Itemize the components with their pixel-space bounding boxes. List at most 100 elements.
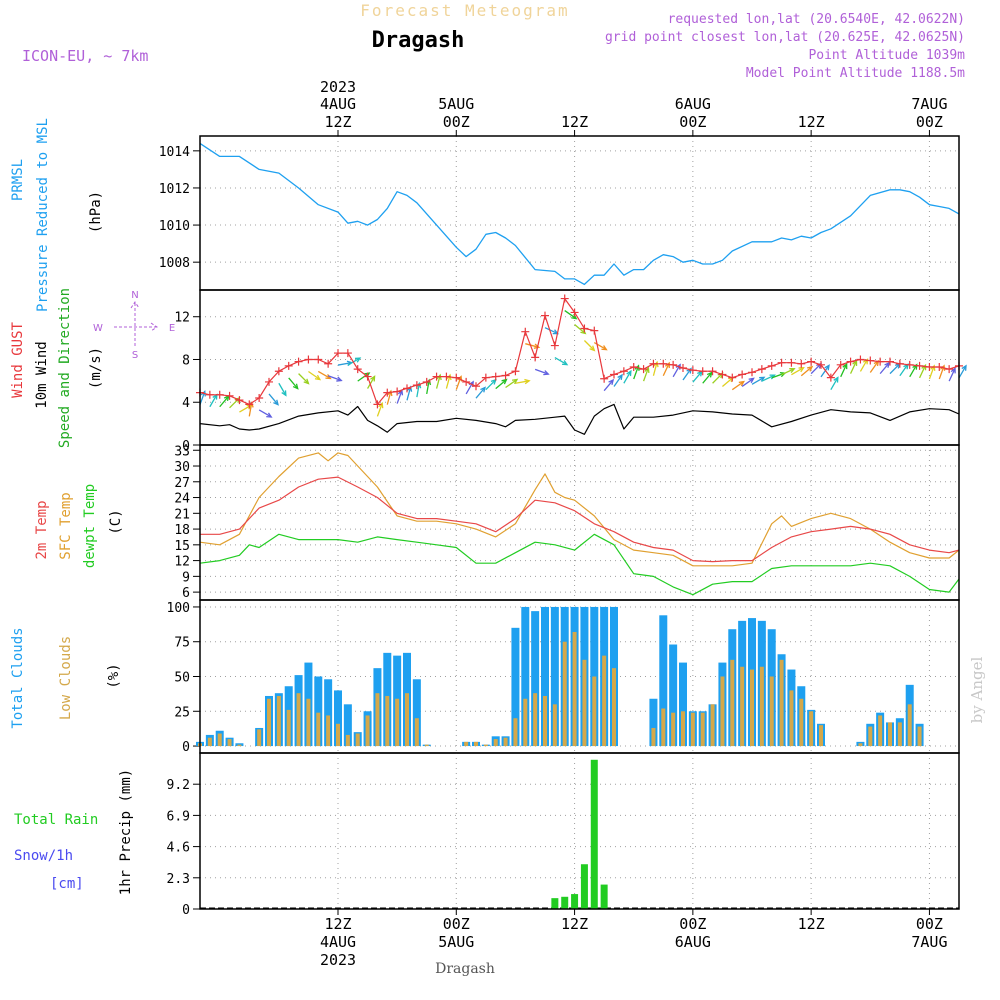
low-cloud-bar bbox=[671, 712, 676, 747]
gust-marker bbox=[836, 360, 845, 369]
low-cloud-bar bbox=[779, 659, 784, 747]
wind-arrow-head bbox=[524, 378, 531, 385]
wind-arrow bbox=[485, 378, 497, 391]
gust-marker bbox=[570, 308, 579, 317]
wind-speed-dir-label: Speed and Direction bbox=[57, 288, 73, 448]
wind-arrow-head bbox=[634, 364, 640, 371]
gust-marker bbox=[531, 353, 540, 362]
wind-arrow-shaft bbox=[386, 390, 392, 405]
total-clouds-label: Total Clouds bbox=[10, 627, 26, 728]
wind-arrow-shaft bbox=[702, 372, 713, 384]
wind-arrow bbox=[308, 370, 322, 381]
gust-marker bbox=[274, 367, 283, 376]
gust-marker bbox=[511, 367, 520, 376]
wind-arrow bbox=[859, 358, 869, 372]
gust-marker bbox=[688, 366, 697, 375]
precip-bar bbox=[571, 894, 579, 909]
cloud-bars bbox=[196, 606, 924, 747]
wind-arrow-shaft bbox=[327, 375, 342, 382]
wind-arrow bbox=[298, 373, 310, 385]
y-tick-label: 30 bbox=[174, 460, 190, 475]
bottom-time-label: 00Z bbox=[443, 915, 470, 933]
y-tick-label: 8 bbox=[182, 353, 190, 368]
gust-marker bbox=[284, 361, 293, 370]
wind-arrow-head bbox=[789, 368, 796, 374]
y-tick-label: 25 bbox=[174, 705, 190, 720]
gust-marker bbox=[748, 368, 756, 377]
wind-arrow bbox=[820, 364, 830, 378]
wind-arrow bbox=[603, 378, 615, 392]
precip-y-ticks: 0 2.3 4.6 6.9 9.2 bbox=[167, 778, 200, 918]
gust-marker bbox=[363, 372, 372, 381]
top-time-label: 5AUG bbox=[438, 95, 474, 113]
wind-arrow-shaft bbox=[209, 394, 218, 408]
prmsl-label: PRMSL bbox=[10, 159, 26, 201]
wind-arrow bbox=[800, 365, 814, 377]
wind-arrow-head bbox=[759, 376, 766, 382]
wind-arrow bbox=[889, 362, 901, 375]
y-tick-label: 21 bbox=[174, 507, 190, 522]
wind-arrow-head bbox=[543, 370, 550, 376]
wind-arrow bbox=[958, 364, 967, 379]
wind-arrow-shaft bbox=[889, 363, 901, 375]
y-tick-label: 1012 bbox=[159, 182, 190, 197]
gust-marker bbox=[846, 357, 855, 366]
wind-arrow-head bbox=[314, 374, 322, 381]
pressure-msl-label: Pressure Reduced to MSL bbox=[35, 118, 51, 312]
wind-arrow-shaft bbox=[859, 359, 868, 372]
gust-marker bbox=[560, 294, 569, 303]
y-tick-label: 4.6 bbox=[167, 841, 190, 856]
wind-panel: Wind GUST 10m Wind Speed and Direction (… bbox=[10, 288, 967, 454]
wind-arrow-shaft bbox=[909, 364, 918, 378]
wind-arrow-head bbox=[501, 378, 508, 385]
wind-arrow-shaft bbox=[692, 371, 703, 383]
wind-arrow bbox=[928, 364, 936, 380]
gust-marker bbox=[935, 362, 944, 371]
wind-arrow bbox=[583, 340, 596, 352]
gust-marker bbox=[738, 370, 747, 379]
wind-arrow-shaft bbox=[367, 376, 376, 389]
top-time-label: 12Z bbox=[798, 113, 825, 131]
wind-arrow-head bbox=[884, 361, 891, 368]
wind-arrow bbox=[505, 378, 519, 389]
wind-arrow-head bbox=[200, 390, 206, 397]
gust-marker bbox=[925, 362, 934, 371]
wind-arrow bbox=[593, 342, 608, 351]
y-tick-label: 33 bbox=[174, 444, 190, 459]
temp-sfc-label: SFC Temp bbox=[58, 492, 74, 559]
y-tick-label: 27 bbox=[174, 476, 190, 491]
gust-marker bbox=[895, 359, 904, 368]
wind-arrow-head bbox=[807, 365, 814, 372]
wind-arrow bbox=[376, 401, 384, 417]
temp-panel: 2m Temp SFC Temp dewpt Temp (C) 69121518… bbox=[34, 444, 960, 601]
top-time-label: 12Z bbox=[324, 113, 351, 131]
bottom-time-label: 00Z bbox=[679, 915, 706, 933]
wind-arrow bbox=[692, 370, 703, 383]
gust-marker bbox=[905, 360, 914, 369]
gust-marker bbox=[334, 349, 342, 358]
wind-arrow bbox=[722, 376, 735, 387]
gust-marker bbox=[787, 358, 796, 367]
wind-arrow bbox=[219, 394, 230, 408]
wind-arrow-shaft bbox=[337, 361, 352, 366]
wind-gust-label: Wind GUST bbox=[10, 322, 26, 398]
low-clouds-label: Low Clouds bbox=[58, 636, 74, 720]
pressure-line bbox=[199, 142, 960, 286]
gust-line bbox=[199, 298, 960, 405]
low-cloud-bar bbox=[878, 715, 883, 747]
station-name: Dragash bbox=[372, 28, 465, 53]
wind-arrow-shaft bbox=[791, 367, 804, 376]
bottom-time-label: 5AUG bbox=[438, 933, 474, 951]
gust-marker bbox=[708, 367, 717, 376]
y-tick-label: 24 bbox=[174, 492, 190, 507]
wind-arrow-head bbox=[644, 366, 650, 373]
wind-arrow-head bbox=[842, 362, 848, 370]
low-cloud-bar bbox=[907, 704, 912, 747]
gust-marker bbox=[826, 373, 835, 382]
wind-arrow-head bbox=[512, 378, 519, 385]
low-cloud-bar bbox=[523, 698, 528, 747]
total-rain-label: Total Rain bbox=[14, 812, 98, 828]
low-cloud-bar bbox=[750, 669, 754, 747]
